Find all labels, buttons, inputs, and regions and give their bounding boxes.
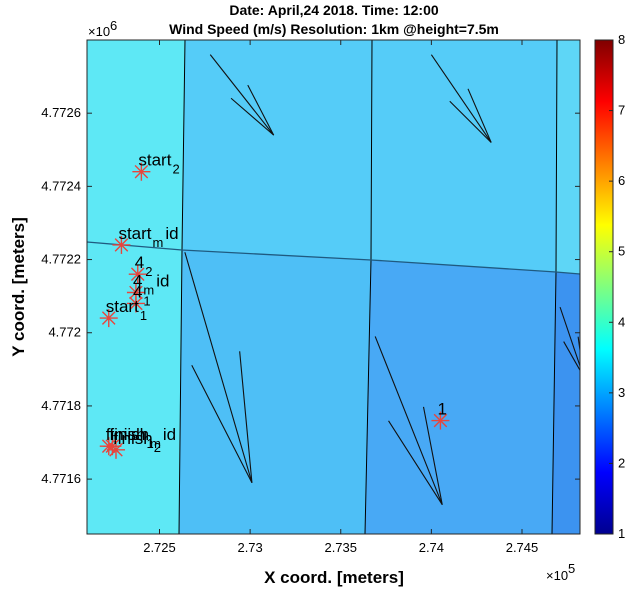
marker-label: finish xyxy=(109,425,149,444)
marker-label: 4 xyxy=(133,282,142,301)
marker-label-subscript: 2 xyxy=(172,162,179,177)
marker-label: start xyxy=(106,297,139,316)
wind-vector-shaft xyxy=(184,252,253,483)
y-exponent-power: 6 xyxy=(110,18,117,33)
chart-title-line-2: Wind Speed (m/s) Resolution: 1km @height… xyxy=(169,21,499,37)
cell-bottom-right xyxy=(365,260,556,534)
marker-4-m: 4 m id xyxy=(126,271,169,302)
marker-label-subscript: m xyxy=(150,436,161,451)
colorbar-tick-label: 2 xyxy=(618,455,625,470)
marker-label: 4 xyxy=(133,271,142,290)
grid-line-horizontal xyxy=(87,241,580,275)
heatmap-cells xyxy=(87,40,580,534)
marker-label-subscript: m xyxy=(143,282,154,297)
x-axis-label: X coord. [meters] xyxy=(264,568,404,587)
plot-frame xyxy=(86,39,581,535)
colorbar-tick-label: 3 xyxy=(618,385,625,400)
marker-label-subscript: 2 xyxy=(154,440,161,455)
wind-vector-head xyxy=(230,84,275,136)
cell-bottom-middle xyxy=(179,250,371,534)
wind-vector-shaft xyxy=(430,54,492,143)
marker-stroke xyxy=(129,296,143,311)
cell-top-far-right xyxy=(556,40,580,274)
y-exponent-base: ×10 xyxy=(88,24,110,39)
colorbar-tick-label: 4 xyxy=(618,314,625,329)
marker-stroke xyxy=(129,285,143,300)
cell-top-middle xyxy=(182,40,372,260)
x-exponent-power: 5 xyxy=(568,561,575,576)
wind-vector-shaft xyxy=(209,54,275,136)
x-tick-label: 2.725 xyxy=(143,540,176,555)
colorbar xyxy=(594,39,614,535)
colorbar-tick-label: 8 xyxy=(618,32,625,47)
colorbar-ticks: 1 2 3 4 5 6 7 8 xyxy=(609,32,625,541)
x-tick-label: 2.74 xyxy=(419,540,444,555)
chart-title-line-1: Date: April,24 2018. Time: 12:00 xyxy=(229,2,439,18)
cell-top-right xyxy=(371,40,557,272)
marker-label-tail: id xyxy=(165,224,178,243)
marker-label-subscript: 1 xyxy=(143,293,150,308)
marker-stroke xyxy=(130,267,145,281)
marker-label-subscript: m xyxy=(153,235,164,250)
marker-stroke xyxy=(433,413,448,428)
y-axis-ticks: 4.7716 4.7718 4.772 4.7722 4.7724 4.7726 xyxy=(41,105,580,486)
x-exponent: ×10 5 xyxy=(546,561,575,583)
marker-stroke xyxy=(101,311,116,325)
marker-stroke xyxy=(134,164,149,179)
marker-1: 1 xyxy=(431,400,450,430)
marker-label-subscript: 2 xyxy=(145,264,152,279)
marker-stroke xyxy=(114,238,129,252)
marker-stroke xyxy=(109,443,123,457)
wind-vector-head xyxy=(191,351,253,484)
wind-vectors xyxy=(184,54,580,506)
wind-vector-head xyxy=(449,88,492,143)
colorbar-tick-label: 1 xyxy=(618,526,625,541)
marker-stroke xyxy=(101,439,116,453)
marker-label-tail: id xyxy=(163,425,176,444)
y-axis-label: Y coord. [meters] xyxy=(9,217,28,357)
marker-start-1: start 1 xyxy=(99,297,147,328)
colorbar-tick-label: 7 xyxy=(618,103,625,118)
marker-label: finish xyxy=(113,429,153,448)
marker-label-subscript: 1 xyxy=(140,308,147,323)
marker-label: start xyxy=(118,224,151,243)
y-tick-label: 4.7716 xyxy=(41,471,81,486)
x-tick-label: 2.735 xyxy=(324,540,357,555)
marker-start-2: start 2 xyxy=(132,151,180,181)
y-tick-label: 4.7722 xyxy=(41,252,81,267)
marker-start-m: start m id xyxy=(112,224,179,254)
x-tick-label: 2.745 xyxy=(506,540,539,555)
marker-label: 4 xyxy=(135,253,144,272)
colorbar-tick-label: 5 xyxy=(618,244,625,259)
y-exponent: ×10 6 xyxy=(88,18,117,39)
y-tick-label: 4.7726 xyxy=(41,105,81,120)
marker-label: finish xyxy=(106,425,146,444)
cell-bottom-far-right xyxy=(552,272,580,534)
x-axis-ticks: 2.725 2.73 2.735 2.74 2.745 xyxy=(143,40,538,555)
y-tick-label: 4.7724 xyxy=(41,178,81,193)
marker-label: start xyxy=(138,151,171,170)
x-exponent-base: ×10 xyxy=(546,568,568,583)
marker-label-subscript: 1 xyxy=(146,436,153,451)
y-tick-label: 4.772 xyxy=(48,325,81,340)
wind-vector-shaft xyxy=(374,336,443,505)
y-tick-label: 4.7718 xyxy=(41,398,81,413)
marker-label: 1 xyxy=(437,400,446,419)
marker-label-tail: id xyxy=(156,271,169,290)
marker-finish-2: finish 2 xyxy=(107,429,161,459)
x-tick-label: 2.73 xyxy=(237,540,262,555)
wind-vector-head xyxy=(388,406,443,506)
colorbar-tick-label: 6 xyxy=(618,173,625,188)
marker-finish-1: finish 1 xyxy=(99,425,154,456)
